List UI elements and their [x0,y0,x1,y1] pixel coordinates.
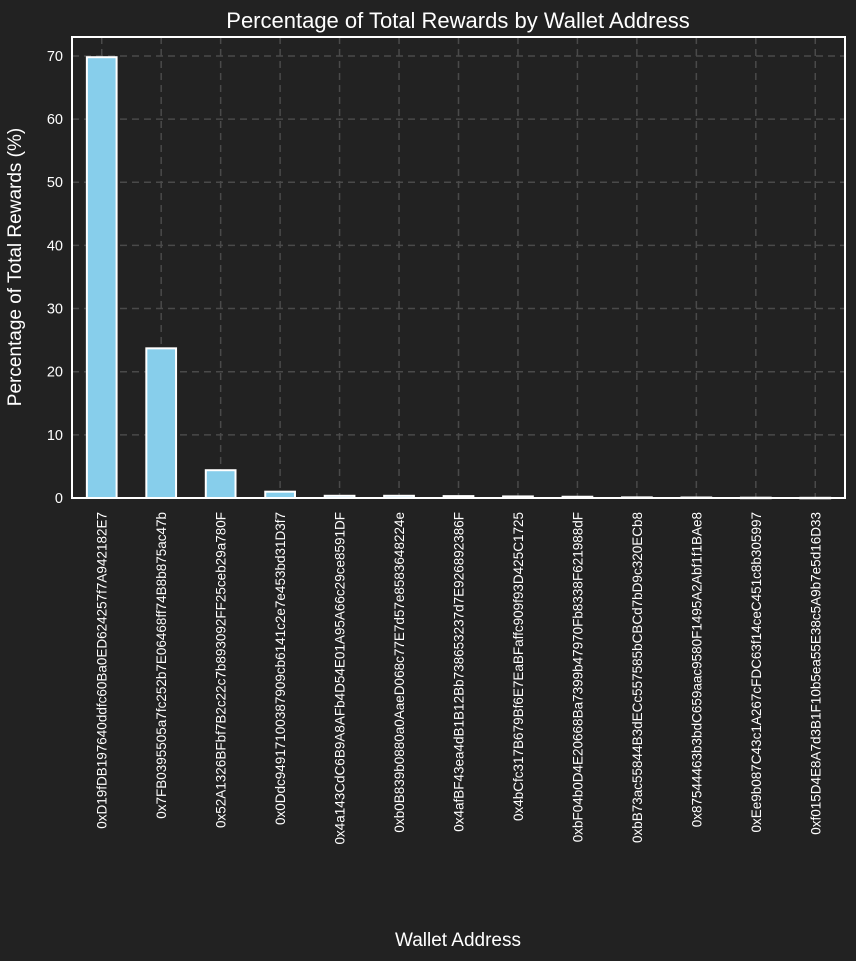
x-tick-label: 0x4a143CdC6B9A8AFb4D54E01A95A66c29ce8591… [333,512,348,844]
x-tick-label: 0x4afBF43ea4dB1B12Bb738653237d7E92689238… [452,512,467,832]
x-tick-label: 0xD19fDB197640ddfc60Ba0ED624257f7A942182… [95,512,110,829]
grid [72,37,845,499]
bar [85,56,118,499]
x-tick-label: 0xbB73ac55844B3dECc557585bCBCd7bD9c320EC… [630,512,645,843]
x-axis-label: Wallet Address [395,930,521,951]
y-tick-label: 20 [47,365,63,381]
bar [145,347,178,500]
x-tick-label: 0x0Ddc94917100387909cb6141c2e7e453bd31D3… [273,512,288,825]
x-tick-label: 0x87544463b3bdC659aac9580F1495A2Abf1f1BA… [689,512,704,827]
y-tick-label: 70 [47,49,63,65]
x-tick-label: 0xEe9b087C43c1A267cFDC63f14ceC451c8b3059… [749,512,764,833]
x-tick-label: 0x4bCfc317B679Bf6E7EaBFaffc909f93D425C17… [511,512,526,821]
y-tick-label: 0 [55,491,63,507]
bars [85,56,832,500]
x-tick-label: 0xbF04b0D4E20668Ba7399b47970Fb8338F62198… [570,512,585,842]
x-tick-label: 0xf015D4E8A7d3B1F10b5ea55E38c5A9b7e5d16D… [808,512,823,835]
y-tick-label: 60 [47,112,63,128]
x-axis-ticks: 0xD19fDB197640ddfc60Ba0ED624257f7A942182… [95,512,824,844]
y-tick-label: 50 [47,175,63,191]
y-axis-label: Percentage of Total Rewards (%) [5,128,26,406]
y-tick-label: 10 [47,428,63,444]
chart-title: Percentage of Total Rewards by Wallet Ad… [226,8,689,33]
y-tick-label: 40 [47,238,63,254]
y-axis-ticks: 0 10 20 30 40 50 60 70 [47,49,63,507]
x-tick-label: 0x7FB0395505a7fc252b7E06468ff74B8b875ac4… [154,512,169,819]
bar [204,469,237,499]
x-tick-label: 0x52A1326BFbf7B2c22c7b893092FF25ceb29a78… [214,512,229,828]
plot-frame [71,36,846,499]
y-tick-label: 30 [47,302,63,318]
x-tick-label: 0xb0B839b0880a0AaeD068c77E7d57e858364822… [392,512,407,833]
